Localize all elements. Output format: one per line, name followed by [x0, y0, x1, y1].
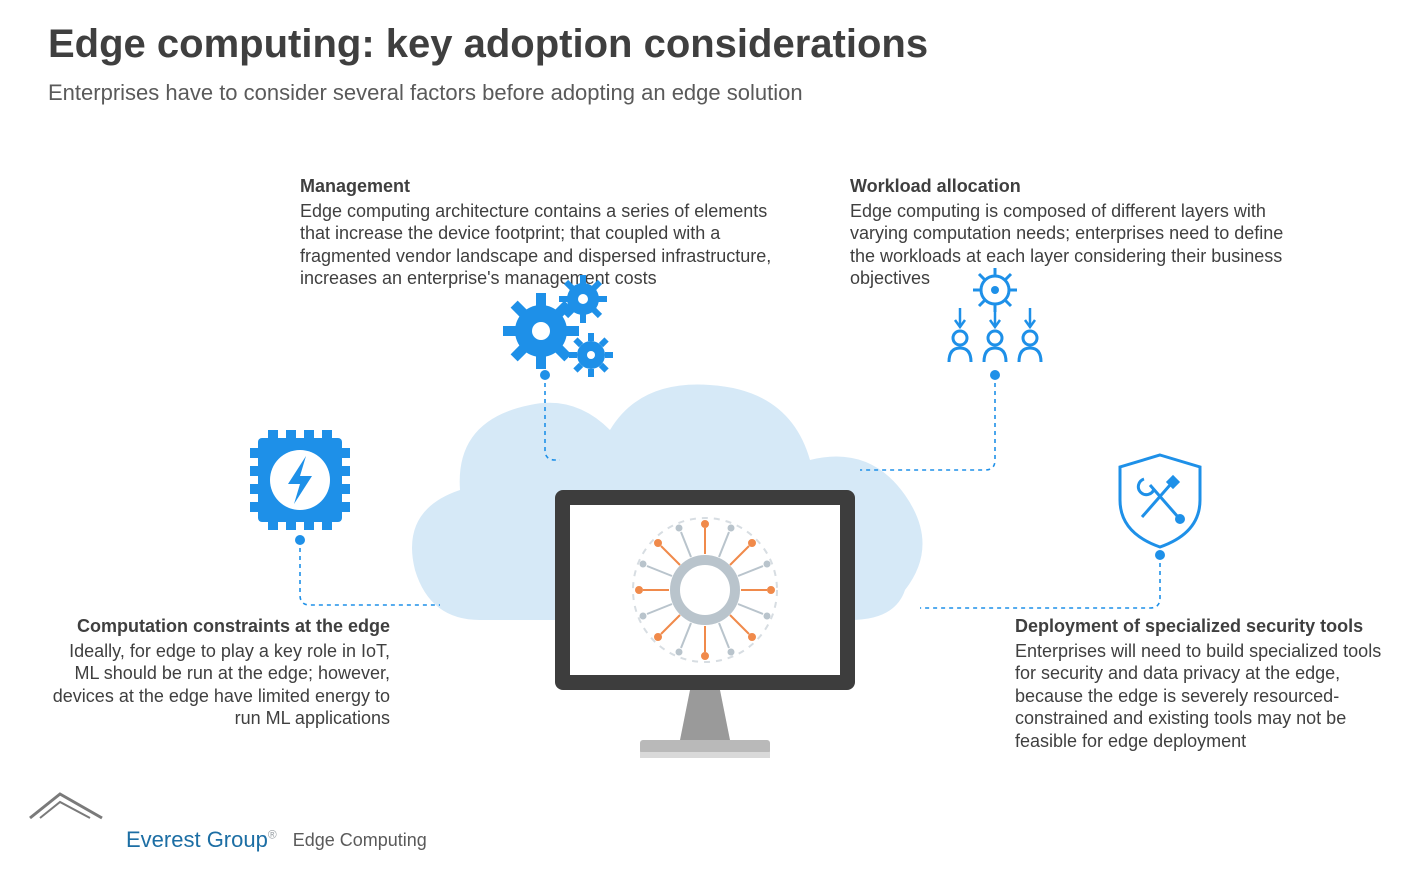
block-security-body: Enterprises will need to build specializ…	[1015, 640, 1395, 753]
block-management: Management Edge computing architecture c…	[300, 175, 780, 290]
brand-text: Everest Group®	[126, 827, 277, 853]
chip-bolt-icon	[250, 430, 350, 530]
block-workload: Workload allocation Edge computing is co…	[850, 175, 1290, 290]
block-management-body: Edge computing architecture contains a s…	[300, 200, 780, 290]
monitor-circuit-icon	[555, 490, 855, 758]
footer-tag: Edge Computing	[293, 830, 427, 853]
block-security-heading: Deployment of specialized security tools	[1015, 615, 1395, 638]
block-security: Deployment of specialized security tools…	[1015, 615, 1395, 752]
page-subtitle: Enterprises have to consider several fac…	[48, 80, 803, 106]
block-computation: Computation constraints at the edge Idea…	[40, 615, 390, 730]
block-workload-heading: Workload allocation	[850, 175, 1290, 198]
brand-logo-icon	[30, 794, 102, 818]
connectors	[300, 375, 1160, 608]
block-management-heading: Management	[300, 175, 780, 198]
footer: Everest Group® Edge Computing	[30, 827, 427, 853]
brand-reg: ®	[268, 828, 277, 842]
shield-tools-icon	[1120, 455, 1200, 547]
connector-dots	[295, 370, 1165, 560]
page-title: Edge computing: key adoption considerati…	[48, 22, 928, 67]
block-computation-body: Ideally, for edge to play a key role in …	[40, 640, 390, 730]
cloud-icon	[412, 385, 923, 620]
brand-name: Everest Group®	[126, 827, 277, 853]
block-workload-body: Edge computing is composed of different …	[850, 200, 1290, 290]
block-computation-heading: Computation constraints at the edge	[40, 615, 390, 638]
